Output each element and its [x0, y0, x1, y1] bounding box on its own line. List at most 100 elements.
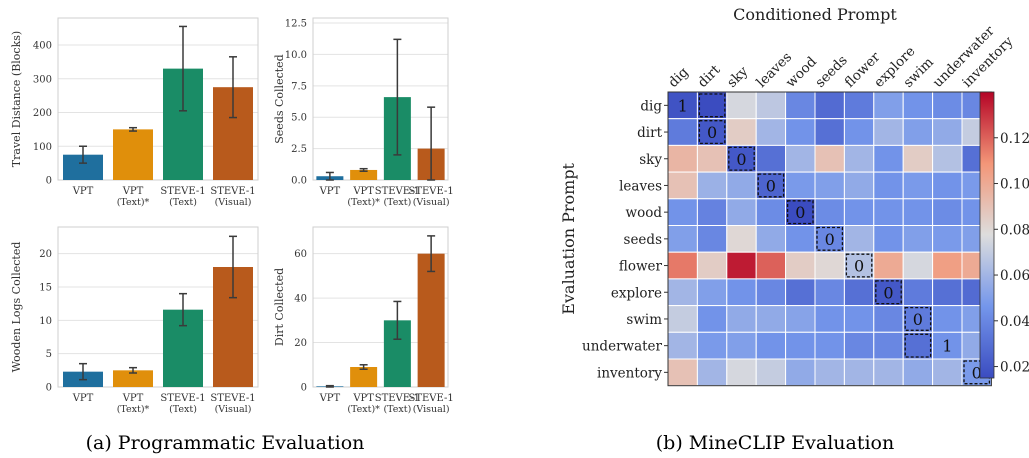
heatmap-cell: [932, 305, 963, 333]
heatmap-cell: [873, 144, 904, 173]
bar: [417, 253, 445, 387]
y-tick-label: 400: [33, 41, 52, 52]
colorbar-tick-label: 0.08: [1000, 222, 1029, 238]
x-tick-label: STEVE-1: [375, 393, 420, 404]
y-tick-label: 40: [294, 294, 307, 305]
bar: [350, 169, 378, 180]
heatmap-cell: [814, 331, 845, 360]
x-tick-label: (Text)*: [347, 404, 380, 415]
y-tick-label: 200: [33, 108, 52, 119]
heatmap-cell: [932, 358, 963, 387]
bar-panel-seeds: 0.0 2.5 5.0 7.5 10.0 12.5 Seeds Collected VPT VP…: [273, 17, 454, 208]
heatmap-cell: [843, 305, 875, 333]
y-axis-label: Dirt Collected: [273, 268, 286, 346]
heatmap-cell: [785, 305, 816, 333]
heatmap-cell: [755, 225, 787, 253]
x-tick-label: sky: [724, 63, 752, 91]
heatmap-cell: [814, 251, 845, 280]
colorbar-tick-label: 0.10: [1000, 177, 1029, 193]
heatmap-cell: [755, 144, 787, 173]
cell-label: 0: [972, 363, 982, 382]
heatmap-cell: [696, 198, 728, 227]
colorbar-tick-label: 0.06: [1000, 268, 1029, 284]
y-tick-label: 0: [301, 383, 307, 394]
x-tick-label: VPT: [122, 186, 144, 197]
heatmap-cell: [726, 198, 757, 227]
x-tick-label: (Visual): [215, 197, 252, 208]
x-tick-label: (Text): [383, 197, 411, 208]
heatmap-cell: [726, 305, 757, 333]
x-tick-label: STEVE-1: [160, 393, 205, 404]
heatmap-cell: [932, 251, 963, 280]
x-tick-label: dirt: [695, 62, 724, 91]
y-tick-label: 10: [39, 316, 52, 327]
colorbar: [979, 91, 995, 379]
bar: [113, 370, 153, 387]
dashed-highlight: [698, 120, 726, 145]
heatmap-cell: [873, 225, 904, 253]
plot-frame: [57, 226, 259, 388]
heatmap-cell: [726, 171, 757, 200]
heatmap-cell: [696, 331, 728, 360]
heatmap-cell: [932, 118, 963, 146]
cell-label: 1: [678, 96, 688, 115]
heatmap-cell: [932, 144, 963, 173]
y-tick-label: 0: [46, 383, 52, 394]
heatmap-cell: [755, 278, 787, 307]
heatmap-cell: [696, 251, 728, 280]
heatmap-cell: [814, 198, 845, 227]
y-tick-label: dirt: [637, 125, 662, 141]
y-tick-label: explore: [611, 285, 662, 301]
cell-label: 0: [883, 283, 893, 302]
plot-frame: [312, 226, 449, 388]
colorbar-tick-label: 0.04: [1000, 314, 1029, 330]
heatmap-cell: [902, 251, 934, 280]
colorbar-tick-label: 0.12: [1000, 131, 1029, 147]
heatmap-cell: [843, 118, 875, 146]
y-axis-label: Seeds Collected: [273, 54, 286, 143]
cell-label: 0: [795, 203, 805, 222]
heatmap-cell: [667, 278, 698, 307]
heatmap-cell: [667, 198, 698, 227]
heatmap-cell: [785, 171, 816, 200]
x-tick-label: (Text)*: [347, 197, 380, 208]
heatmap-cell: [785, 358, 816, 387]
heatmap-cell: [696, 278, 728, 307]
heatmap-cell: [755, 305, 787, 333]
heatmap-cell: [843, 225, 875, 253]
heatmap-cell: [843, 91, 875, 120]
caption-left: (a) Programmatic Evaluation: [86, 432, 365, 454]
heatmap-cell: [814, 118, 845, 146]
y-tick-label: 7.5: [291, 81, 307, 92]
heatmap-cell: [873, 305, 904, 333]
heatmap-chart: 10000000010digdirtskyleaveswoodseedsflow…: [559, 5, 1029, 387]
y-tick-label: 20: [39, 249, 52, 260]
heatmap-cell: [726, 278, 757, 307]
bar: [113, 129, 153, 180]
y-tick-label: 10.0: [285, 50, 307, 61]
heatmap-cell: [902, 91, 934, 120]
dashed-highlight: [904, 306, 932, 331]
heatmap-cell: [726, 118, 757, 146]
x-tick-label: STEVE-1: [210, 186, 255, 197]
heatmap-cell: [726, 251, 757, 280]
y-tick-label: flower: [619, 259, 663, 275]
y-tick-label: 12.5: [285, 19, 307, 30]
heatmap-cell: [902, 118, 934, 146]
heatmap-cell: [902, 358, 934, 387]
heatmap-cell: [873, 358, 904, 387]
cell-label: 1: [942, 337, 952, 356]
heatmap-cell: [873, 198, 904, 227]
x-tick-label: dig: [665, 64, 692, 91]
x-tick-label: (Text): [169, 197, 197, 208]
heatmap-cell: [667, 305, 698, 333]
heatmap-cell: [873, 331, 904, 360]
heatmap-cell: [873, 278, 904, 307]
heatmap-cell: [696, 305, 728, 333]
heatmap-cell: [755, 331, 787, 360]
heatmap-cell: [696, 358, 728, 387]
heatmap-cell: [667, 91, 698, 120]
